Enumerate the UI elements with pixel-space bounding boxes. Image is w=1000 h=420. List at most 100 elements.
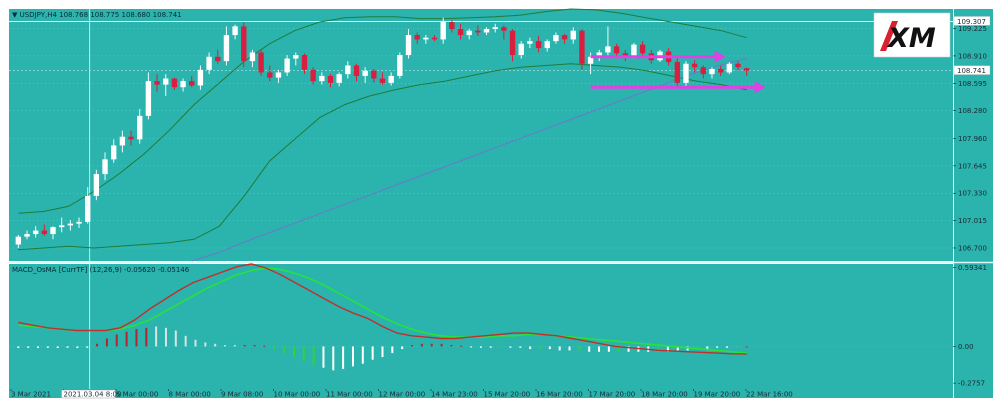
bearish-candle[interactable] (674, 62, 680, 83)
bullish-candle[interactable] (59, 225, 65, 228)
bullish-candle[interactable] (85, 195, 91, 222)
bullish-candle[interactable] (683, 63, 689, 83)
bearish-candle[interactable] (310, 69, 316, 82)
bullish-candle[interactable] (345, 65, 351, 75)
bullish-candle[interactable] (527, 41, 533, 44)
bullish-candle[interactable] (50, 227, 56, 235)
bearish-candle[interactable] (371, 70, 377, 79)
bearish-candle[interactable] (301, 55, 308, 70)
bearish-candle[interactable] (509, 30, 516, 56)
time-axis-label: 3 Mar 2021 (11, 391, 51, 399)
bullish-candle[interactable] (587, 56, 594, 64)
bullish-candle[interactable] (102, 159, 108, 175)
bullish-candle[interactable] (319, 75, 325, 82)
bullish-candle[interactable] (440, 22, 446, 40)
bearish-candle[interactable] (501, 27, 507, 31)
bullish-candle[interactable] (145, 81, 152, 116)
bearish-candle[interactable] (379, 78, 386, 83)
main-price-panel[interactable] (9, 9, 953, 261)
bullish-candle[interactable] (137, 115, 143, 140)
bearish-candle[interactable] (128, 136, 134, 140)
price-tick-label: 108.595 (958, 80, 987, 88)
bullish-candle[interactable] (544, 41, 550, 49)
bullish-candle[interactable] (726, 63, 733, 73)
bearish-candle[interactable] (267, 72, 273, 78)
bullish-candle[interactable] (32, 230, 39, 235)
bullish-candle[interactable] (397, 55, 403, 76)
bearish-candle[interactable] (743, 68, 750, 71)
bullish-candle[interactable] (362, 70, 368, 76)
bullish-candle[interactable] (631, 44, 637, 57)
bearish-candle[interactable] (241, 26, 247, 62)
bearish-candle[interactable] (353, 65, 360, 76)
bearish-candle[interactable] (154, 81, 160, 85)
bearish-candle[interactable] (535, 41, 542, 49)
macd-indicator-panel[interactable] (9, 264, 953, 389)
bearish-candle[interactable] (327, 75, 334, 83)
bullish-candle[interactable] (709, 68, 715, 75)
bollinger-lower-band (18, 63, 747, 251)
bullish-candle[interactable] (119, 136, 126, 146)
time-axis-label: 16 Mar 20:00 (536, 391, 583, 399)
bullish-candle[interactable] (180, 81, 186, 88)
xm-logo-text: XM (886, 23, 936, 54)
bearish-candle[interactable] (414, 35, 420, 40)
bearish-candle[interactable] (189, 81, 195, 86)
time-axis-label: 9 Mar 08:00 (221, 391, 263, 399)
bullish-candle[interactable] (605, 46, 611, 53)
price-tick-label: 109.225 (958, 25, 987, 33)
bullish-candle[interactable] (232, 26, 238, 36)
bearish-candle[interactable] (622, 53, 628, 57)
bearish-candle[interactable] (449, 22, 455, 29)
price-tick-label: 108.280 (958, 107, 987, 115)
time-axis-label: 15 Mar 20:00 (484, 391, 531, 399)
bullish-candle[interactable] (466, 30, 472, 36)
bullish-candle[interactable] (275, 72, 282, 78)
bullish-candle[interactable] (76, 221, 82, 224)
bullish-candle[interactable] (596, 52, 602, 57)
time-axis-label: 14 Mar 23:00 (431, 391, 478, 399)
price-tick-label: 107.015 (958, 217, 987, 225)
bullish-candle[interactable] (206, 56, 212, 70)
bearish-candle[interactable] (475, 30, 481, 33)
bearish-candle[interactable] (579, 30, 585, 64)
bullish-candle[interactable] (570, 30, 576, 40)
macd-tick-label: 0.00 (958, 343, 974, 351)
bearish-candle[interactable] (735, 63, 741, 68)
current-price-box (953, 65, 991, 75)
macd-header: MACD_OsMA [CurrTF] (12,26,9) -0.05620 -0… (12, 266, 190, 274)
bullish-candle[interactable] (111, 145, 117, 160)
bullish-candle[interactable] (15, 236, 22, 245)
bearish-candle[interactable] (691, 63, 698, 68)
bullish-candle[interactable] (336, 74, 342, 83)
bearish-candle[interactable] (171, 78, 178, 88)
bearish-candle[interactable] (258, 52, 264, 73)
bearish-candle[interactable] (717, 68, 724, 73)
bullish-candle[interactable] (518, 43, 524, 56)
bullish-candle[interactable] (405, 35, 412, 56)
bullish-candle[interactable] (293, 55, 299, 59)
bullish-candle[interactable] (93, 174, 100, 196)
bullish-candle[interactable] (223, 35, 230, 62)
bearish-candle[interactable] (700, 67, 706, 75)
bearish-candle[interactable] (613, 46, 620, 54)
price-tick-label: 107.960 (958, 135, 987, 143)
bullish-candle[interactable] (197, 69, 204, 86)
bearish-candle[interactable] (457, 28, 464, 36)
bearish-candle[interactable] (41, 230, 48, 235)
bullish-candle[interactable] (163, 78, 169, 85)
bullish-candle[interactable] (284, 58, 290, 73)
bullish-candle[interactable] (483, 28, 490, 33)
bullish-candle[interactable] (67, 223, 74, 226)
bullish-candle[interactable] (423, 37, 429, 40)
bullish-candle[interactable] (388, 75, 394, 83)
bullish-candle[interactable] (24, 234, 30, 237)
bullish-candle[interactable] (249, 52, 256, 62)
chart-canvas[interactable]: 109.225 108.910 108.595 108.280 107.960 107.6… (6, 6, 994, 412)
bearish-candle[interactable] (431, 37, 438, 40)
bearish-candle[interactable] (639, 44, 646, 54)
bearish-candle[interactable] (215, 56, 221, 62)
bullish-candle[interactable] (492, 27, 498, 29)
bullish-candle[interactable] (553, 35, 559, 42)
bearish-candle[interactable] (561, 35, 568, 40)
